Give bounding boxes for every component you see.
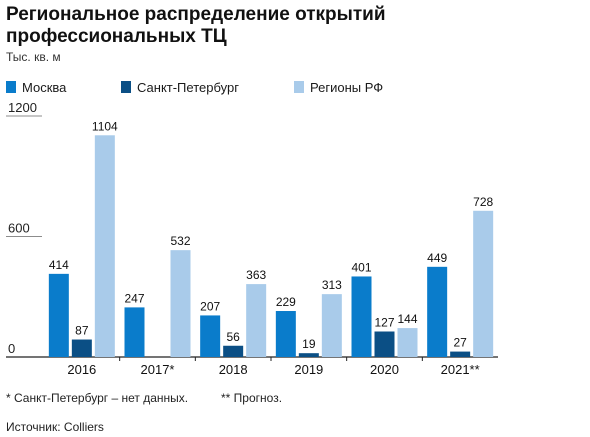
data-label: 87 (75, 324, 89, 338)
data-label: 449 (427, 251, 447, 265)
bar (200, 315, 221, 357)
y-tick-label: 600 (8, 221, 30, 236)
legend-label-spb: Санкт-Петербург (137, 80, 239, 95)
data-label: 27 (453, 336, 467, 350)
bar (71, 339, 92, 357)
bar (48, 273, 69, 357)
bar (351, 276, 372, 357)
data-label: 247 (124, 291, 144, 305)
x-tick-label: 2018 (219, 362, 248, 377)
data-label: 1104 (92, 119, 118, 133)
data-label: 229 (276, 295, 296, 309)
data-label: 363 (246, 268, 266, 282)
x-tick-label: 2020 (370, 362, 399, 377)
source-label: Источник: Colliers (6, 420, 104, 434)
data-label: 728 (473, 195, 493, 209)
bar (473, 210, 494, 357)
data-label: 414 (49, 258, 69, 272)
chart-title: Региональное распределение открытий проф… (6, 4, 386, 47)
bar (124, 307, 145, 357)
bar (94, 135, 115, 357)
bar (275, 311, 296, 357)
x-tick-label: 2017* (141, 362, 175, 377)
data-label: 56 (226, 330, 240, 344)
bar (450, 351, 471, 357)
legend-swatch-spb (121, 81, 131, 93)
data-label: 19 (302, 337, 316, 351)
bar (223, 345, 244, 357)
footnote-forecast: ** Прогноз. (221, 391, 283, 405)
bar (298, 353, 319, 357)
legend-label-moscow: Москва (22, 80, 67, 95)
x-tick-label: 2019 (294, 362, 323, 377)
data-label: 207 (200, 299, 220, 313)
y-tick-label: 0 (8, 341, 15, 356)
data-label: 127 (374, 315, 394, 329)
bar (321, 294, 342, 357)
x-tick-label: 2021** (441, 362, 480, 377)
data-label: 401 (351, 260, 371, 274)
data-label: 313 (322, 278, 342, 292)
bar (374, 331, 395, 357)
data-label: 144 (397, 312, 417, 326)
footnote-spb: * Санкт-Петербург – нет данных. (6, 391, 189, 405)
legend-label-regions: Регионы РФ (310, 80, 384, 95)
bar (246, 284, 267, 357)
x-tick-label: 2016 (67, 362, 96, 377)
bar (170, 250, 191, 357)
bar (427, 266, 448, 357)
unit-label: Тыс. кв. м (6, 50, 61, 64)
legend-swatch-moscow (6, 81, 16, 93)
bar (397, 328, 418, 357)
y-tick-label: 1200 (8, 100, 37, 115)
data-label: 532 (170, 234, 190, 248)
legend-swatch-regions (294, 81, 304, 93)
